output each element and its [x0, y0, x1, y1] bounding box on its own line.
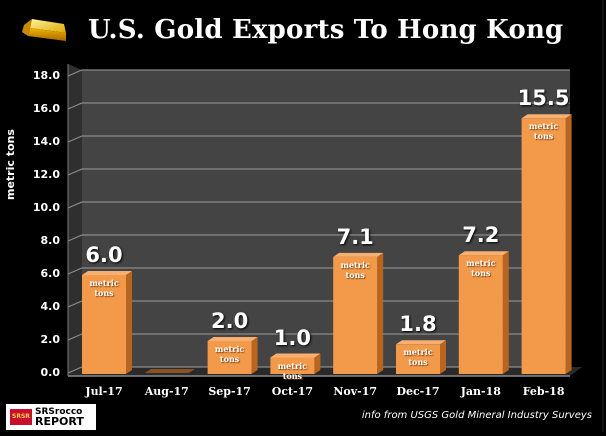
bar-unit-label: metric tons — [403, 347, 433, 368]
bar-feb-18 — [521, 114, 572, 374]
header: U.S. Gold Exports To Hong Kong — [22, 10, 563, 50]
bar-aug-17 — [144, 369, 195, 373]
data-value-label: 1.0 — [273, 325, 311, 350]
data-value-label: 2.0 — [210, 309, 249, 333]
y-tick-label: 16.0 — [32, 102, 60, 115]
chart-title: U.S. Gold Exports To Hong Kong — [88, 15, 564, 45]
logo-mark-icon: SRSR — [10, 409, 32, 425]
y-tick-label: 8.0 — [40, 234, 61, 247]
x-tick-label: Oct-17 — [271, 385, 313, 398]
x-tick-label: Sep-17 — [208, 385, 251, 398]
y-tick-label: 14.0 — [32, 135, 60, 148]
bar-sep-17 — [207, 337, 258, 374]
y-tick-label: 4.0 — [40, 300, 61, 313]
bar-oct-17 — [270, 353, 321, 374]
y-tick-label: 0.0 — [40, 366, 61, 379]
logo-line2: REPORT — [35, 415, 84, 428]
y-tick-label: 18.0 — [32, 69, 60, 82]
x-tick-label: Jan-18 — [460, 385, 501, 398]
y-tick-label: 2.0 — [40, 333, 61, 346]
data-value-label: 7.1 — [336, 224, 374, 249]
bar-unit-label: metric tons — [340, 259, 370, 280]
x-tick-label: Feb-18 — [522, 385, 565, 398]
bar-unit-label: metric tons — [214, 344, 245, 364]
bar-nov-17 — [333, 252, 384, 374]
x-tick-label: Nov-17 — [333, 385, 378, 398]
bar-unit-label: metric tons — [528, 121, 559, 142]
y-tick-label: 10.0 — [32, 201, 60, 214]
source-note: info from USGS Gold Mineral Industry Sur… — [361, 410, 592, 421]
y-tick-label: 6.0 — [40, 267, 61, 280]
y-tick-label: 12.0 — [32, 168, 60, 181]
x-tick-label: Dec-17 — [396, 385, 440, 398]
x-tick-label: Jul-17 — [85, 385, 123, 398]
gold-bar-icon — [22, 15, 72, 45]
y-axis-label: metric tons — [4, 129, 17, 200]
bar-jul-17 — [82, 271, 132, 374]
bar-unit-label: metric tons — [89, 278, 119, 298]
x-tick-label: Aug-17 — [144, 385, 189, 398]
data-value-label: 6.0 — [85, 243, 123, 267]
data-value-label: 15.5 — [517, 86, 570, 111]
data-value-label: 1.8 — [399, 312, 437, 337]
bar-jan-18 — [458, 251, 509, 374]
srsrocco-logo: SRSR SRSrocco REPORT — [6, 404, 96, 430]
bar-unit-label: metric tons — [277, 360, 308, 381]
bar-unit-label: metric tons — [466, 258, 496, 279]
logo-line1: SRSrocco — [35, 407, 83, 417]
bar-dec-17 — [396, 340, 446, 374]
data-value-label: 7.2 — [462, 223, 500, 248]
